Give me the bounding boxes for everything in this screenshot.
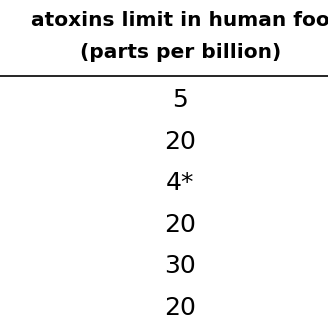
- Text: 5: 5: [173, 88, 188, 112]
- Text: 20: 20: [164, 130, 196, 154]
- Text: atoxins limit in human foo: atoxins limit in human foo: [31, 11, 328, 30]
- Text: 20: 20: [164, 296, 196, 320]
- Text: 4*: 4*: [166, 171, 195, 195]
- Text: 20: 20: [164, 213, 196, 237]
- Text: (parts per billion): (parts per billion): [80, 43, 281, 62]
- Text: 30: 30: [165, 255, 196, 278]
